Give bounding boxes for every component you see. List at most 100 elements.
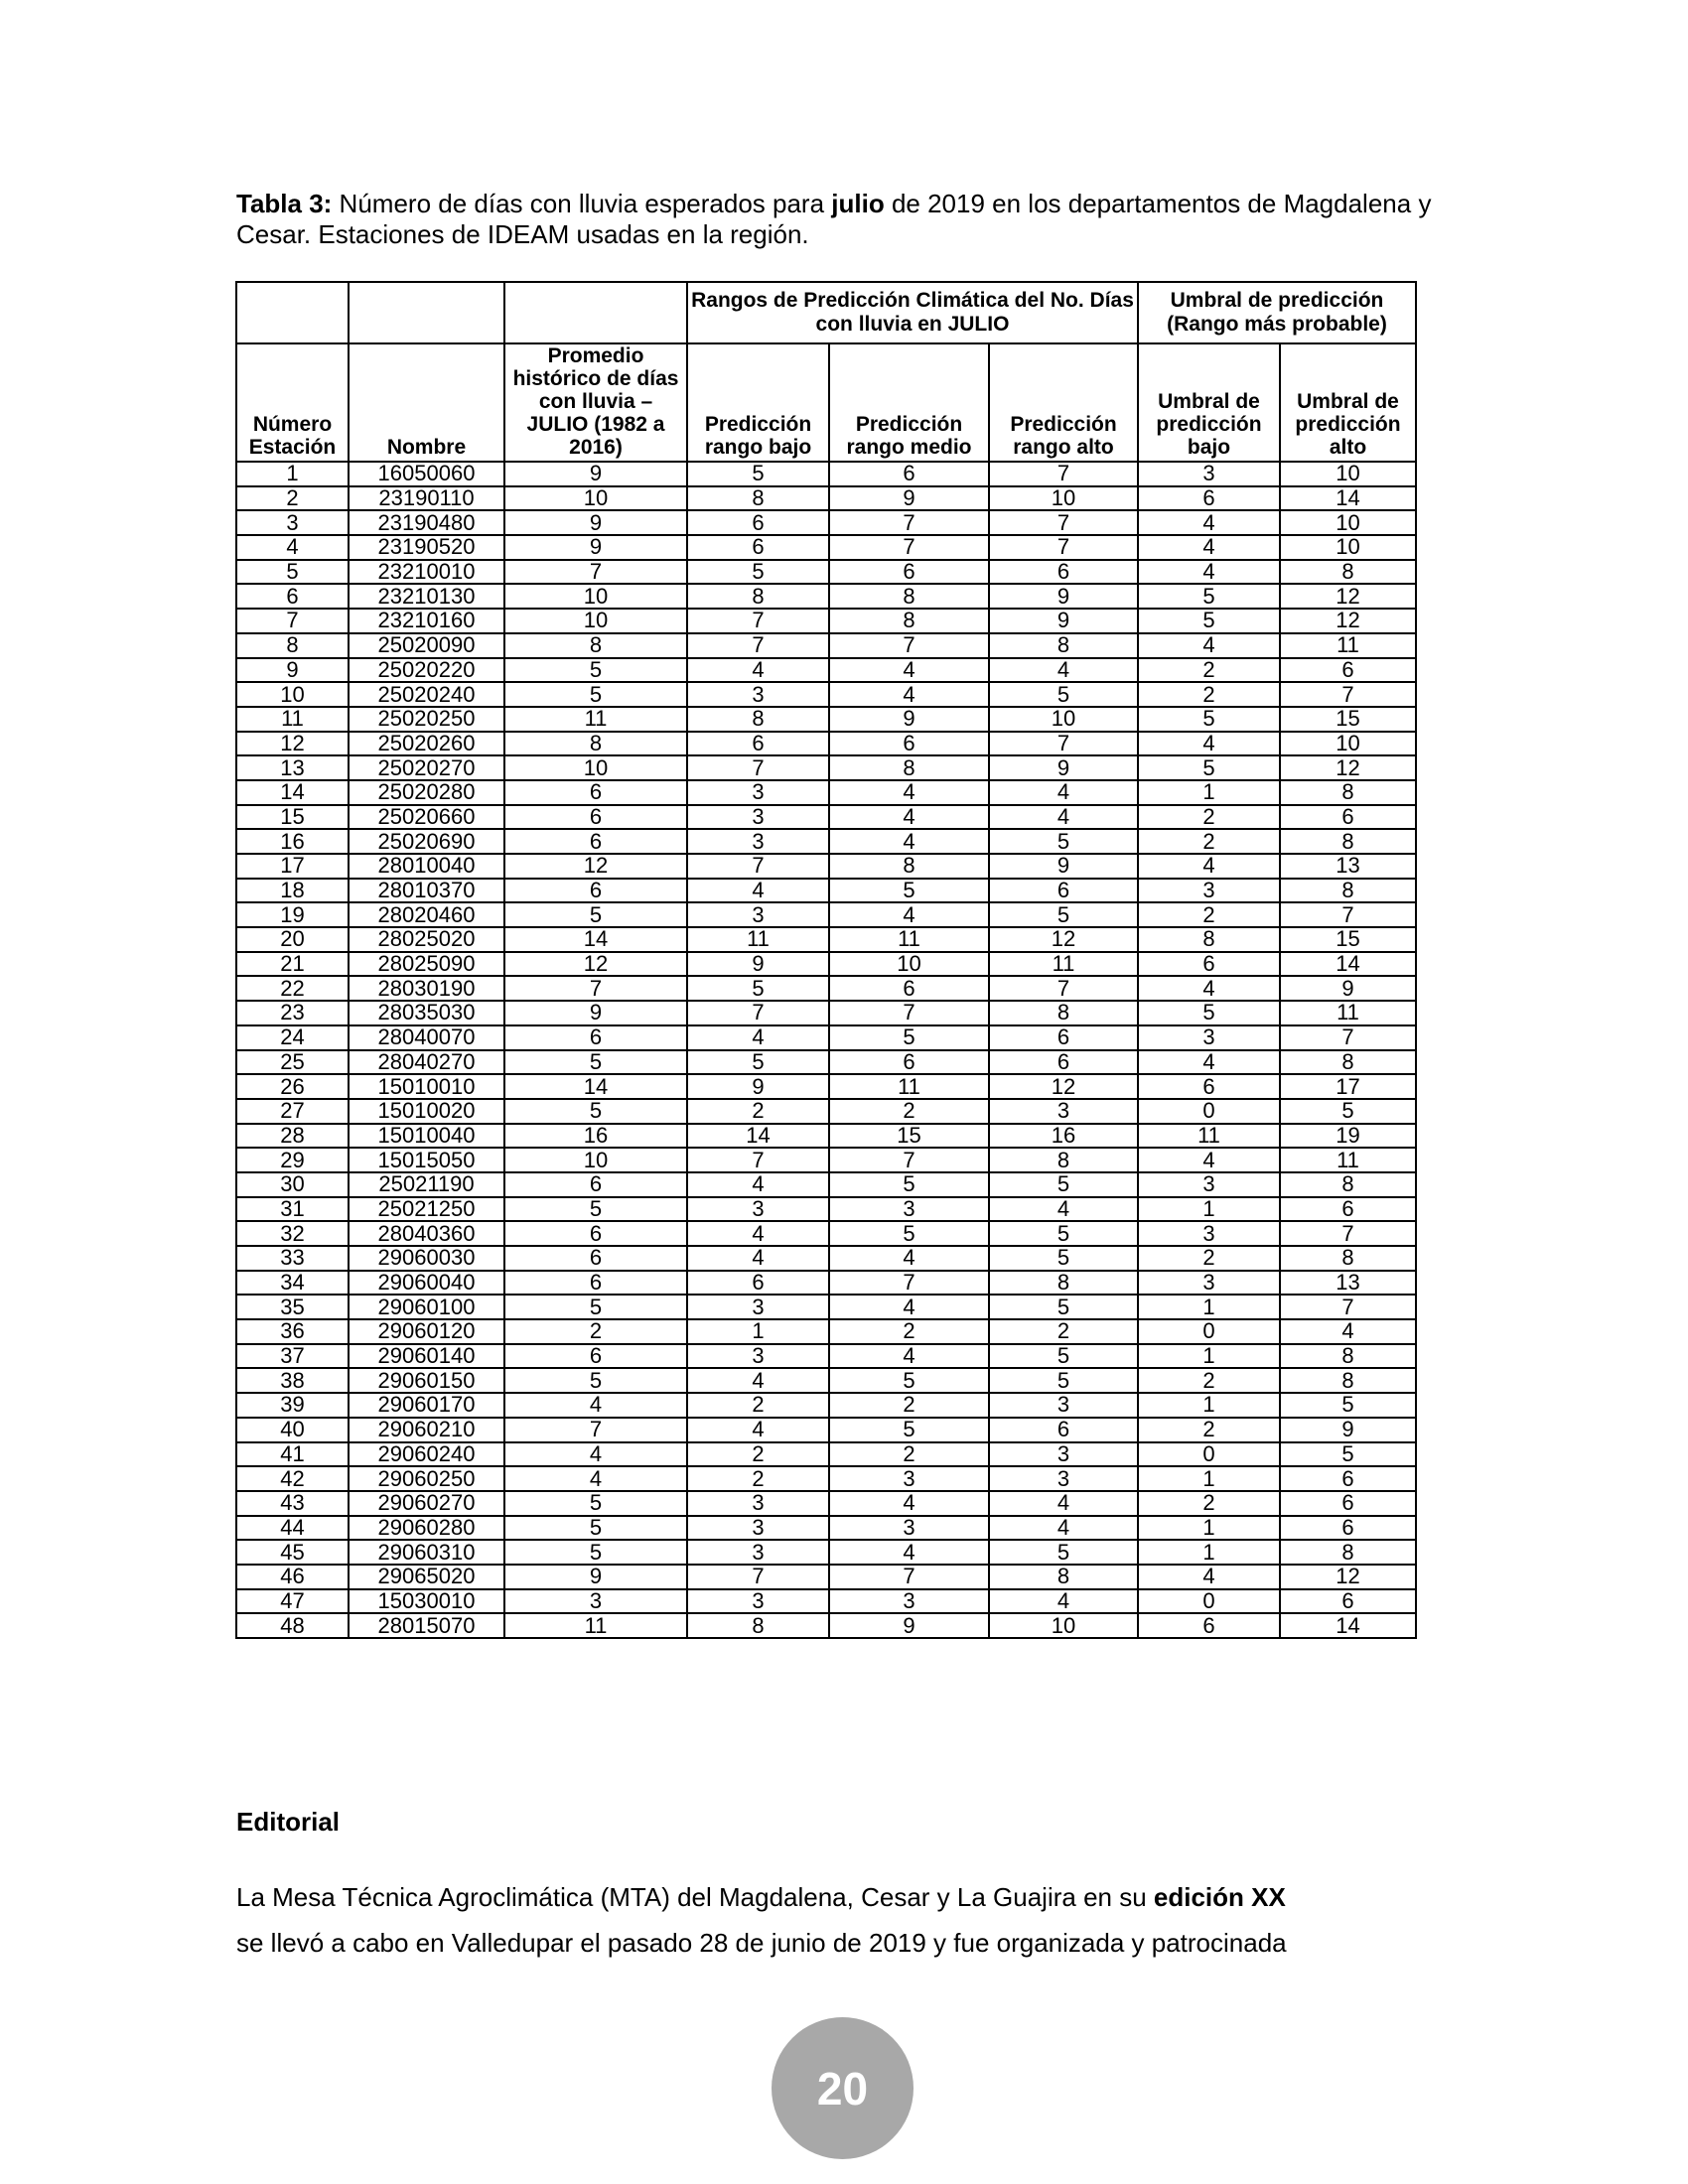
table-row: 28 15010040 16 14 15 16 11 19 (235, 1122, 1417, 1150)
table-row: 9 25020220 5 4 4 4 2 6 (235, 656, 1417, 684)
table-cell: 9 (988, 754, 1139, 781)
table-cell: 9 (988, 608, 1139, 634)
table-cell: 27 (235, 1097, 350, 1125)
table-cell: 7 (828, 1147, 990, 1173)
table-cell: 6 (503, 1342, 688, 1370)
table-cell: 5 (1137, 705, 1281, 733)
table-cell: 29060040 (348, 1269, 505, 1297)
table-cell: 6 (503, 877, 688, 904)
table-cell: 6 (1137, 1612, 1281, 1639)
table-cell: 15 (1279, 926, 1417, 953)
table-row: 40 29060210 7 4 5 6 2 9 (235, 1416, 1417, 1443)
table-cell: 25020660 (348, 803, 505, 831)
table-cell: 7 (686, 853, 830, 880)
table-row: 5 23210010 7 5 6 6 4 8 (235, 558, 1417, 586)
table-cell: 5 (828, 1170, 990, 1198)
table-cell: 29 (235, 1147, 350, 1173)
table-cell: 12 (1279, 754, 1417, 781)
table-cell: 8 (988, 1563, 1139, 1590)
table-cell: 6 (686, 1269, 830, 1297)
table-cell: 14 (1279, 950, 1417, 978)
table-cell: 28040070 (348, 1024, 505, 1051)
table-cell: 43 (235, 1489, 350, 1517)
table-cell: 16050060 (348, 461, 505, 487)
empty-header-cell (235, 281, 350, 344)
table-cell: 44 (235, 1514, 350, 1542)
table-cell: 7 (686, 754, 830, 781)
group-header-prediction-ranges: Rangos de Predicción Climática del No. D… (686, 281, 1139, 344)
table-cell: 25020240 (348, 681, 505, 708)
table-caption-label: Tabla 3: (236, 189, 333, 218)
table-cell: 8 (828, 754, 990, 781)
table-row: 42 29060250 4 2 3 3 1 6 (235, 1465, 1417, 1492)
col-header-prediccion-rango-medio: Predicción rango medio (828, 342, 990, 463)
editorial-text-1: La Mesa Técnica Agroclimática (MTA) del … (236, 1882, 1154, 1912)
table-row: 23 28035030 9 7 7 8 5 11 (235, 1000, 1417, 1026)
table-cell: 3 (686, 901, 830, 929)
table-cell: 6 (1137, 1073, 1281, 1100)
table-cell: 7 (988, 509, 1139, 537)
table-cell: 29060170 (348, 1392, 505, 1419)
table-cell: 6 (503, 1220, 688, 1247)
table-row: 29 15015050 10 7 7 8 4 11 (235, 1147, 1417, 1173)
table-cell: 10 (235, 681, 350, 708)
table-cell: 7 (988, 730, 1139, 757)
table-row: 16 25020690 6 3 4 5 2 8 (235, 828, 1417, 855)
table-cell: 33 (235, 1245, 350, 1272)
table-cell: 11 (828, 926, 990, 953)
table-cell: 6 (1279, 1489, 1417, 1517)
table-cell: 23 (235, 1000, 350, 1026)
table-cell: 7 (828, 631, 990, 659)
table-row: 26 15010010 14 9 11 12 6 17 (235, 1073, 1417, 1100)
table-cell: 12 (1279, 583, 1417, 611)
table-cell: 4 (1137, 975, 1281, 1003)
table-cell: 24 (235, 1024, 350, 1051)
table-cell: 30 (235, 1170, 350, 1198)
table-cell: 29060250 (348, 1465, 505, 1492)
table-row: 8 25020090 8 7 7 8 4 11 (235, 631, 1417, 659)
table-cell: 10 (503, 1147, 688, 1173)
table-cell: 7 (503, 975, 688, 1003)
table-cell: 6 (1137, 950, 1281, 978)
table-cell: 28010040 (348, 853, 505, 880)
table-cell: 15010010 (348, 1073, 505, 1100)
table-cell: 46 (235, 1563, 350, 1590)
table-row: 1 16050060 9 5 6 7 3 10 (235, 461, 1417, 487)
table-cell: 28010370 (348, 877, 505, 904)
table-cell: 17 (235, 853, 350, 880)
table-row: 21 28025090 12 9 10 11 6 14 (235, 950, 1417, 978)
table-cell: 4 (828, 1489, 990, 1517)
table-cell: 4 (235, 534, 350, 561)
table-cell: 5 (686, 461, 830, 487)
table-cell: 8 (1279, 1367, 1417, 1395)
table-cell: 25021250 (348, 1195, 505, 1223)
table-cell: 3 (988, 1392, 1139, 1419)
table-cell: 7 (988, 461, 1139, 487)
table-cell: 2 (1137, 1416, 1281, 1443)
table-cell: 12 (235, 730, 350, 757)
table-cell: 40 (235, 1416, 350, 1443)
table-cell: 5 (988, 828, 1139, 855)
table-cell: 3 (828, 1587, 990, 1615)
table-cell: 3 (1137, 461, 1281, 487)
table-cell: 4 (1137, 853, 1281, 880)
editorial-paragraph: La Mesa Técnica Agroclimática (MTA) del … (236, 1874, 1463, 1966)
table-cell: 4 (828, 778, 990, 806)
table-cell: 28040360 (348, 1220, 505, 1247)
table-cell: 25021190 (348, 1170, 505, 1198)
table-cell: 2 (503, 1318, 688, 1345)
table-cell: 15 (828, 1122, 990, 1150)
table-cell: 12 (1279, 1563, 1417, 1590)
table-cell: 5 (686, 558, 830, 586)
table-cell: 3 (988, 1097, 1139, 1125)
table-cell: 6 (828, 730, 990, 757)
table-cell: 9 (503, 509, 688, 537)
table-cell: 10 (503, 608, 688, 634)
table-cell: 4 (988, 1587, 1139, 1615)
table-cell: 7 (1279, 1024, 1417, 1051)
table-cell: 3 (686, 1195, 830, 1223)
table-row: 37 29060140 6 3 4 5 1 8 (235, 1342, 1417, 1370)
table-cell: 10 (988, 1612, 1139, 1639)
table-cell: 8 (686, 484, 830, 512)
table-cell: 3 (828, 1514, 990, 1542)
